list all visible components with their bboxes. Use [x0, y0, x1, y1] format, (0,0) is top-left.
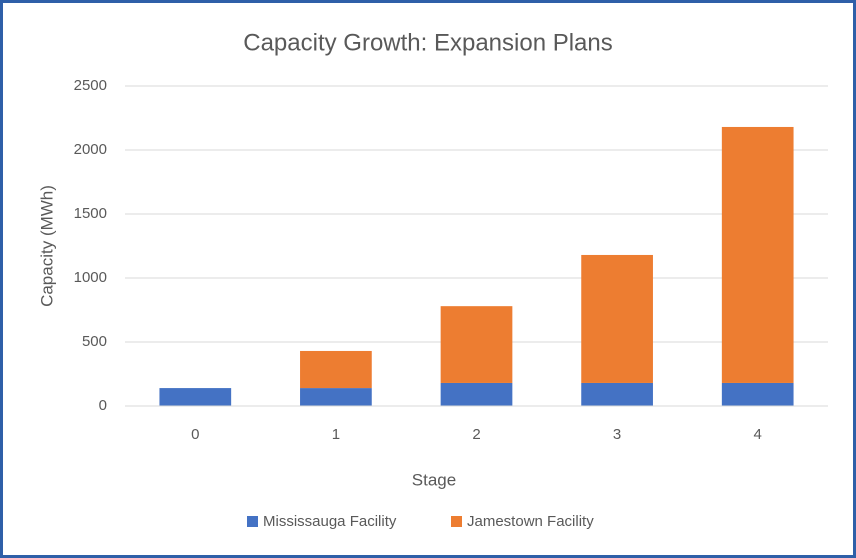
y-tick-label: 0: [99, 397, 107, 414]
legend-swatch: [451, 516, 462, 527]
y-tick-label: 500: [82, 333, 107, 350]
y-tick-label: 2000: [74, 141, 107, 158]
x-tick-label: 0: [191, 426, 199, 443]
chart-title: Capacity Growth: Expansion Plans: [243, 29, 613, 56]
y-axis-title: Capacity (MWh): [37, 185, 56, 307]
bar-segment: [581, 254, 653, 383]
x-axis-title: Stage: [412, 470, 456, 489]
x-tick-label: 4: [754, 426, 762, 443]
y-tick-label: 2500: [74, 77, 107, 94]
bar-segment: [159, 388, 232, 406]
legend-swatch: [247, 516, 258, 527]
bar-segment: [440, 306, 513, 383]
bar-segment: [721, 382, 794, 406]
x-tick-label: 3: [613, 426, 621, 443]
x-tick-label: 1: [332, 426, 340, 443]
bar-segment: [721, 126, 794, 383]
bar-segment: [300, 350, 372, 389]
x-tick-label: 2: [472, 426, 480, 443]
y-tick-label: 1000: [74, 269, 107, 286]
bar-segment: [581, 382, 653, 406]
legend-label: Jamestown Facility: [467, 513, 594, 530]
legend-label: Mississauga Facility: [263, 513, 397, 530]
bar-segment: [440, 382, 513, 406]
y-tick-label: 1500: [74, 205, 107, 222]
bar-segment: [300, 388, 372, 406]
